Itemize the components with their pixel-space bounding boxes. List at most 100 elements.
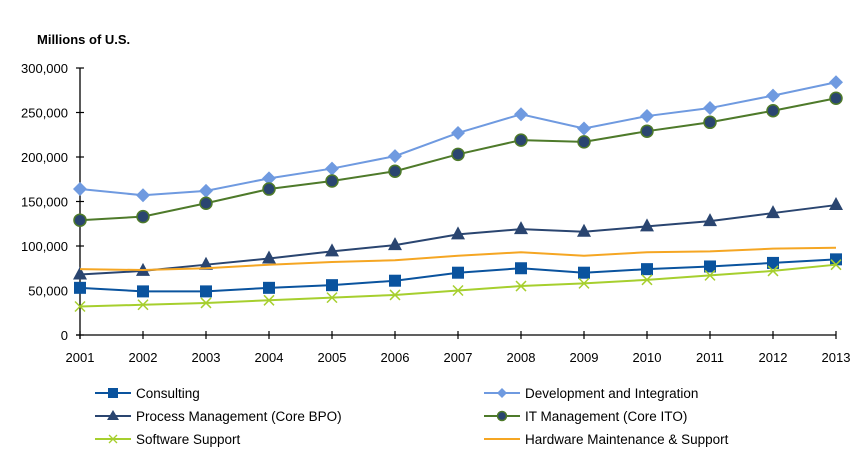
data-point-it-management-core-ito bbox=[640, 124, 654, 138]
data-point-development-and-integration bbox=[640, 109, 654, 124]
y-tick-label: 50,000 bbox=[28, 284, 68, 299]
data-point-it-management-core-ito bbox=[262, 182, 276, 196]
legend-item-consulting: Consulting bbox=[95, 386, 200, 401]
legend-marker-icon bbox=[496, 410, 508, 422]
data-point-software-support bbox=[641, 274, 653, 286]
data-point-software-support bbox=[263, 294, 275, 306]
y-tick-label: 250,000 bbox=[21, 106, 68, 121]
x-tick-label: 2007 bbox=[444, 350, 473, 365]
x-tick-label: 2001 bbox=[66, 350, 95, 365]
series-hardware-maintenance-support bbox=[79, 246, 837, 272]
data-point-software-support bbox=[326, 292, 338, 304]
data-point-it-management-core-ito bbox=[829, 91, 843, 106]
legend-marker-icon bbox=[107, 410, 119, 420]
legend-item-hardware-maintenance-support: Hardware Maintenance & Support bbox=[484, 432, 729, 447]
data-point-software-support bbox=[74, 300, 86, 313]
data-point-it-management-core-ito bbox=[199, 196, 213, 211]
data-point-consulting bbox=[767, 256, 779, 269]
legend-label: Hardware Maintenance & Support bbox=[525, 432, 729, 447]
data-point-process-management-core-bpo bbox=[829, 197, 843, 211]
data-point-consulting bbox=[137, 285, 149, 298]
legend-item-process-management-core-bpo: Process Management (Core BPO) bbox=[95, 409, 342, 424]
data-point-it-management-core-ito bbox=[73, 213, 87, 227]
data-point-software-support bbox=[767, 265, 779, 277]
data-point-software-support bbox=[389, 289, 401, 301]
series-consulting bbox=[74, 253, 842, 298]
legend: Consulting Development and Integration Pro… bbox=[95, 386, 729, 447]
series-development-and-integration bbox=[73, 75, 843, 203]
legend-item-software-support: Software Support bbox=[95, 432, 241, 447]
x-tick-label: 2002 bbox=[129, 350, 158, 365]
data-point-process-management-core-bpo bbox=[451, 226, 465, 240]
data-point-development-and-integration bbox=[325, 161, 339, 176]
data-point-process-management-core-bpo bbox=[325, 243, 339, 257]
y-tick-label: 150,000 bbox=[21, 195, 68, 210]
data-point-development-and-integration bbox=[199, 183, 213, 198]
data-point-consulting bbox=[74, 281, 86, 294]
x-tick-label: 2010 bbox=[633, 350, 662, 365]
x-tick-label: 2004 bbox=[255, 350, 284, 365]
data-point-development-and-integration bbox=[577, 121, 591, 136]
legend-label: Consulting bbox=[136, 386, 200, 401]
data-point-software-support bbox=[452, 284, 464, 297]
data-point-consulting bbox=[830, 253, 842, 266]
data-point-consulting bbox=[389, 274, 401, 287]
data-point-process-management-core-bpo bbox=[514, 221, 528, 235]
data-point-process-management-core-bpo bbox=[73, 266, 87, 280]
legend-label: Development and Integration bbox=[525, 386, 698, 401]
data-point-software-support bbox=[515, 280, 527, 292]
x-tick-label: 2003 bbox=[192, 350, 221, 365]
legend-marker-icon bbox=[108, 434, 118, 444]
data-point-development-and-integration bbox=[703, 101, 717, 116]
data-point-it-management-core-ito bbox=[388, 164, 402, 178]
data-point-it-management-core-ito bbox=[577, 135, 591, 149]
y-axis-title: Millions of U.S. bbox=[37, 32, 130, 47]
data-point-process-management-core-bpo bbox=[766, 205, 780, 219]
data-point-development-and-integration bbox=[262, 171, 276, 186]
data-point-development-and-integration bbox=[388, 149, 402, 164]
x-tick-label: 2005 bbox=[318, 350, 347, 365]
data-point-it-management-core-ito bbox=[451, 147, 465, 162]
legend-label: IT Management (Core ITO) bbox=[525, 409, 687, 424]
x-tick-label: 2012 bbox=[759, 350, 788, 365]
x-tick-label: 2006 bbox=[381, 350, 410, 365]
data-point-process-management-core-bpo bbox=[703, 213, 717, 227]
data-point-development-and-integration bbox=[451, 125, 465, 140]
legend-item-it-management-core-ito: IT Management (Core ITO) bbox=[484, 409, 687, 424]
data-point-process-management-core-bpo bbox=[577, 223, 591, 237]
y-tick-label: 100,000 bbox=[21, 239, 68, 254]
legend-label: Process Management (Core BPO) bbox=[136, 409, 342, 424]
data-point-consulting bbox=[641, 263, 653, 276]
data-point-development-and-integration bbox=[766, 88, 780, 103]
data-point-development-and-integration bbox=[514, 107, 528, 122]
y-tick-label: 300,000 bbox=[21, 61, 68, 76]
legend-marker-icon bbox=[497, 388, 507, 398]
data-point-process-management-core-bpo bbox=[388, 237, 402, 251]
y-tick-label: 0 bbox=[61, 328, 68, 343]
data-point-it-management-core-ito bbox=[514, 133, 528, 147]
data-point-process-management-core-bpo bbox=[640, 218, 654, 232]
legend-label: Software Support bbox=[136, 432, 241, 447]
data-point-software-support bbox=[830, 259, 842, 271]
data-point-it-management-core-ito bbox=[703, 115, 717, 130]
data-point-development-and-integration bbox=[73, 182, 87, 197]
x-tick-label: 2008 bbox=[507, 350, 536, 365]
data-point-consulting bbox=[263, 281, 275, 294]
series-it-management-core-ito bbox=[73, 91, 843, 227]
series-software-support bbox=[74, 259, 842, 313]
x-tick-label: 2013 bbox=[822, 350, 851, 365]
y-tick-label: 200,000 bbox=[21, 150, 68, 165]
data-point-consulting bbox=[704, 260, 716, 273]
series-layer bbox=[73, 75, 843, 313]
data-point-process-management-core-bpo bbox=[199, 256, 213, 270]
series-line-process-management-core-bpo bbox=[79, 204, 837, 276]
axes: 0 50,000 100,000 150,000 200,000 250,000 300,0… bbox=[21, 61, 850, 365]
x-tick-label: 2011 bbox=[696, 350, 724, 365]
data-point-software-support bbox=[704, 269, 716, 281]
data-point-it-management-core-ito bbox=[325, 174, 339, 188]
data-point-development-and-integration bbox=[136, 188, 150, 203]
legend-marker-icon bbox=[108, 388, 118, 398]
data-point-it-management-core-ito bbox=[136, 209, 150, 224]
series-line-hardware-maintenance-support bbox=[79, 246, 837, 272]
